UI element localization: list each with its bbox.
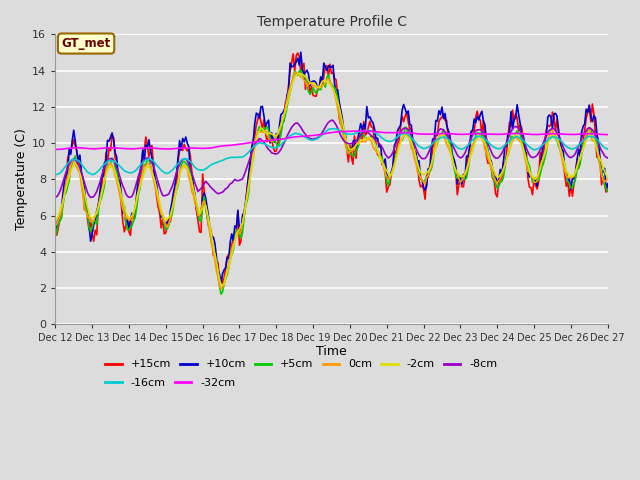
Legend: -16cm, -32cm: -16cm, -32cm [105, 378, 235, 388]
Text: GT_met: GT_met [61, 37, 111, 50]
Y-axis label: Temperature (C): Temperature (C) [15, 128, 28, 230]
X-axis label: Time: Time [316, 345, 347, 358]
Title: Temperature Profile C: Temperature Profile C [257, 15, 406, 29]
